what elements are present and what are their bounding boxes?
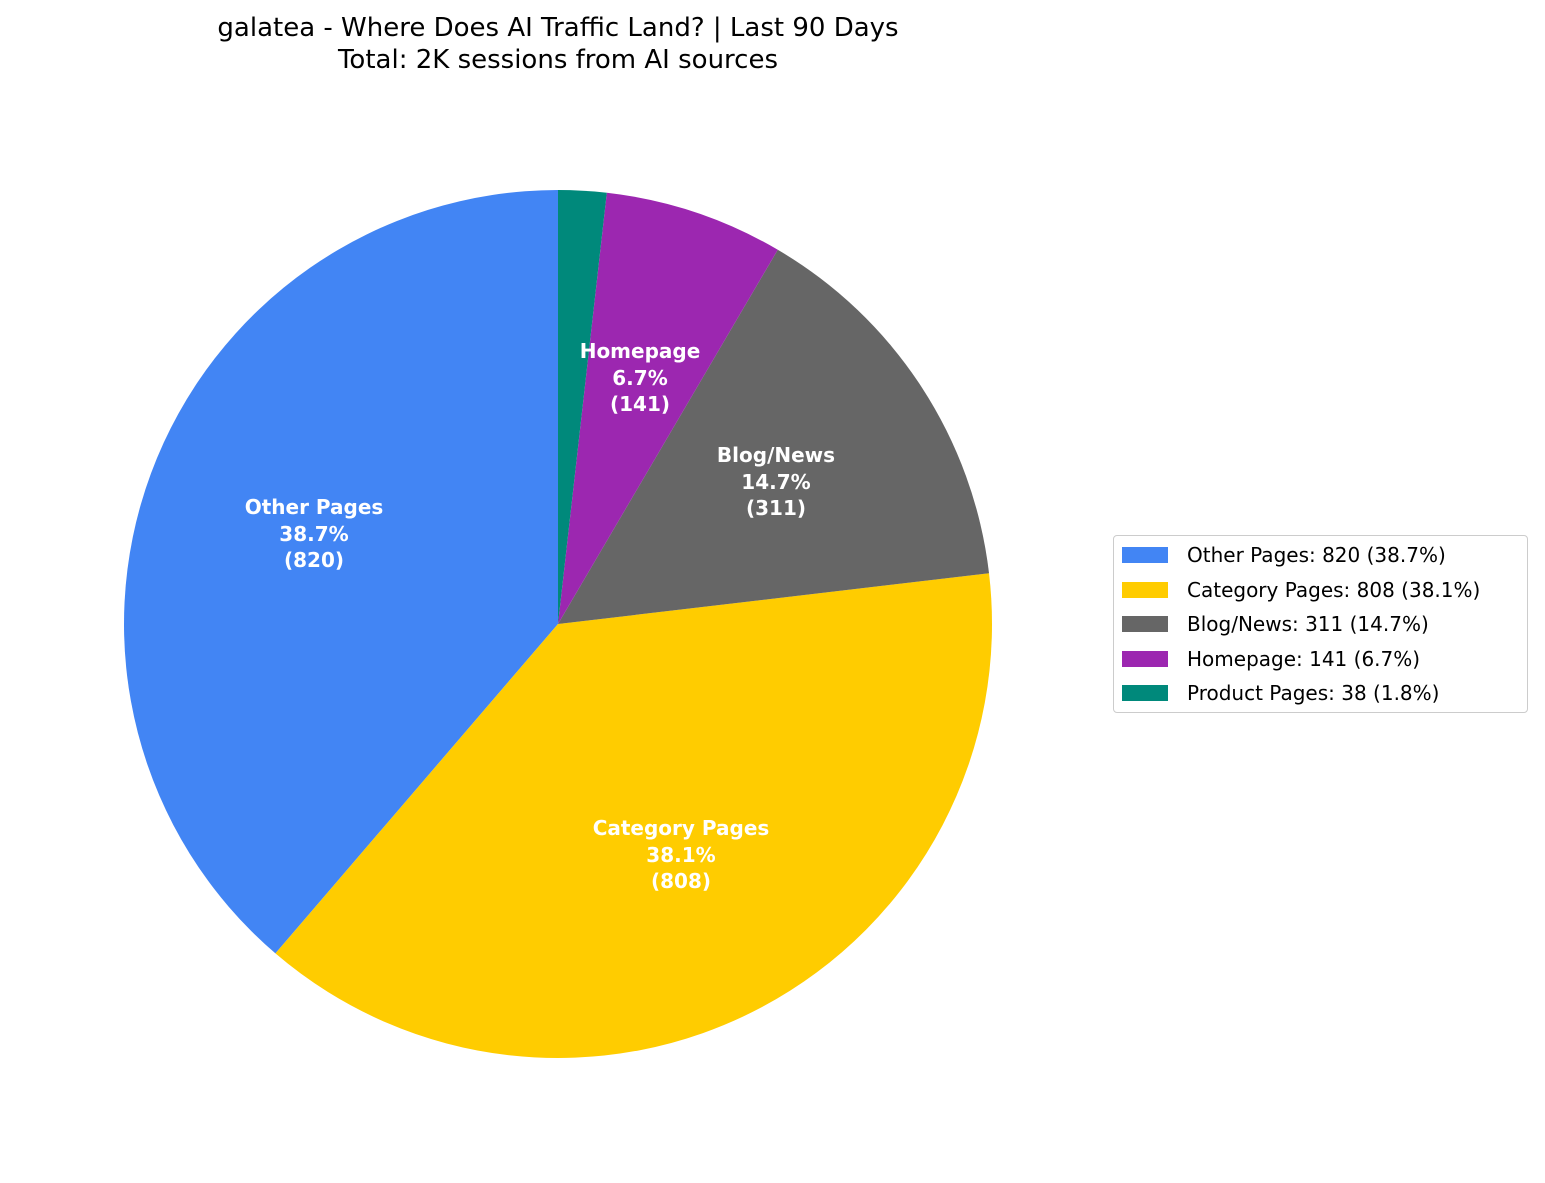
svg-text:Other Pages: Other Pages bbox=[245, 495, 384, 519]
svg-text:14.7%: 14.7% bbox=[741, 470, 810, 494]
legend-swatch bbox=[1122, 547, 1168, 563]
svg-text:(820): (820) bbox=[284, 548, 344, 572]
chart-legend: Other Pages: 820 (38.7%) Category Pages:… bbox=[1113, 535, 1528, 713]
legend-item-product-pages: Product Pages: 38 (1.8%) bbox=[1122, 678, 1439, 708]
legend-label: Product Pages: 38 (1.8%) bbox=[1187, 681, 1440, 705]
svg-text:Blog/News: Blog/News bbox=[717, 443, 835, 467]
chart-title-line2: Total: 2K sessions from AI sources bbox=[337, 45, 779, 75]
pie-slices bbox=[123, 190, 992, 1058]
svg-text:(808): (808) bbox=[651, 869, 711, 893]
legend-label: Blog/News: 311 (14.7%) bbox=[1187, 612, 1429, 636]
pie-slice-homepage bbox=[558, 192, 778, 624]
svg-text:6.7%: 6.7% bbox=[612, 366, 667, 390]
legend-item-blog-news: Blog/News: 311 (14.7%) bbox=[1122, 609, 1429, 639]
slice-label-category-pages: Category Pages 38.1% (808) bbox=[593, 816, 770, 893]
legend-item-category-pages: Category Pages: 808 (38.1%) bbox=[1122, 575, 1480, 605]
legend-item-homepage: Homepage: 141 (6.7%) bbox=[1122, 644, 1420, 674]
svg-text:Homepage: Homepage bbox=[580, 339, 701, 363]
svg-text:(311): (311) bbox=[746, 496, 806, 520]
svg-text:Category Pages: Category Pages bbox=[593, 816, 770, 840]
slice-label-homepage: Homepage 6.7% (141) bbox=[580, 339, 701, 416]
legend-swatch bbox=[1122, 650, 1168, 667]
pie-slice-other-pages bbox=[123, 190, 559, 954]
chart-title: galatea - Where Does AI Traffic Land? | … bbox=[0, 12, 1116, 76]
legend-item-other-pages: Other Pages: 820 (38.7%) bbox=[1122, 540, 1446, 570]
pie-slice-product-pages bbox=[558, 190, 607, 624]
svg-text:(141): (141) bbox=[610, 392, 670, 416]
slice-label-blog-news: Blog/News 14.7% (311) bbox=[717, 443, 835, 520]
legend-swatch bbox=[1122, 581, 1168, 598]
legend-label: Other Pages: 820 (38.7%) bbox=[1187, 543, 1446, 567]
legend-label: Category Pages: 808 (38.1%) bbox=[1187, 577, 1481, 602]
svg-text:38.7%: 38.7% bbox=[279, 522, 348, 546]
pie-slice-blog-news bbox=[558, 249, 990, 625]
legend-label: Homepage: 141 (6.7%) bbox=[1187, 646, 1421, 671]
legend-swatch bbox=[1122, 616, 1168, 632]
svg-text:38.1%: 38.1% bbox=[646, 843, 715, 867]
pie-slice-category-pages bbox=[275, 573, 992, 1058]
chart-title-line1: galatea - Where Does AI Traffic Land? | … bbox=[217, 13, 899, 43]
slice-label-other-pages: Other Pages 38.7% (820) bbox=[245, 495, 384, 572]
legend-swatch bbox=[1122, 685, 1168, 701]
